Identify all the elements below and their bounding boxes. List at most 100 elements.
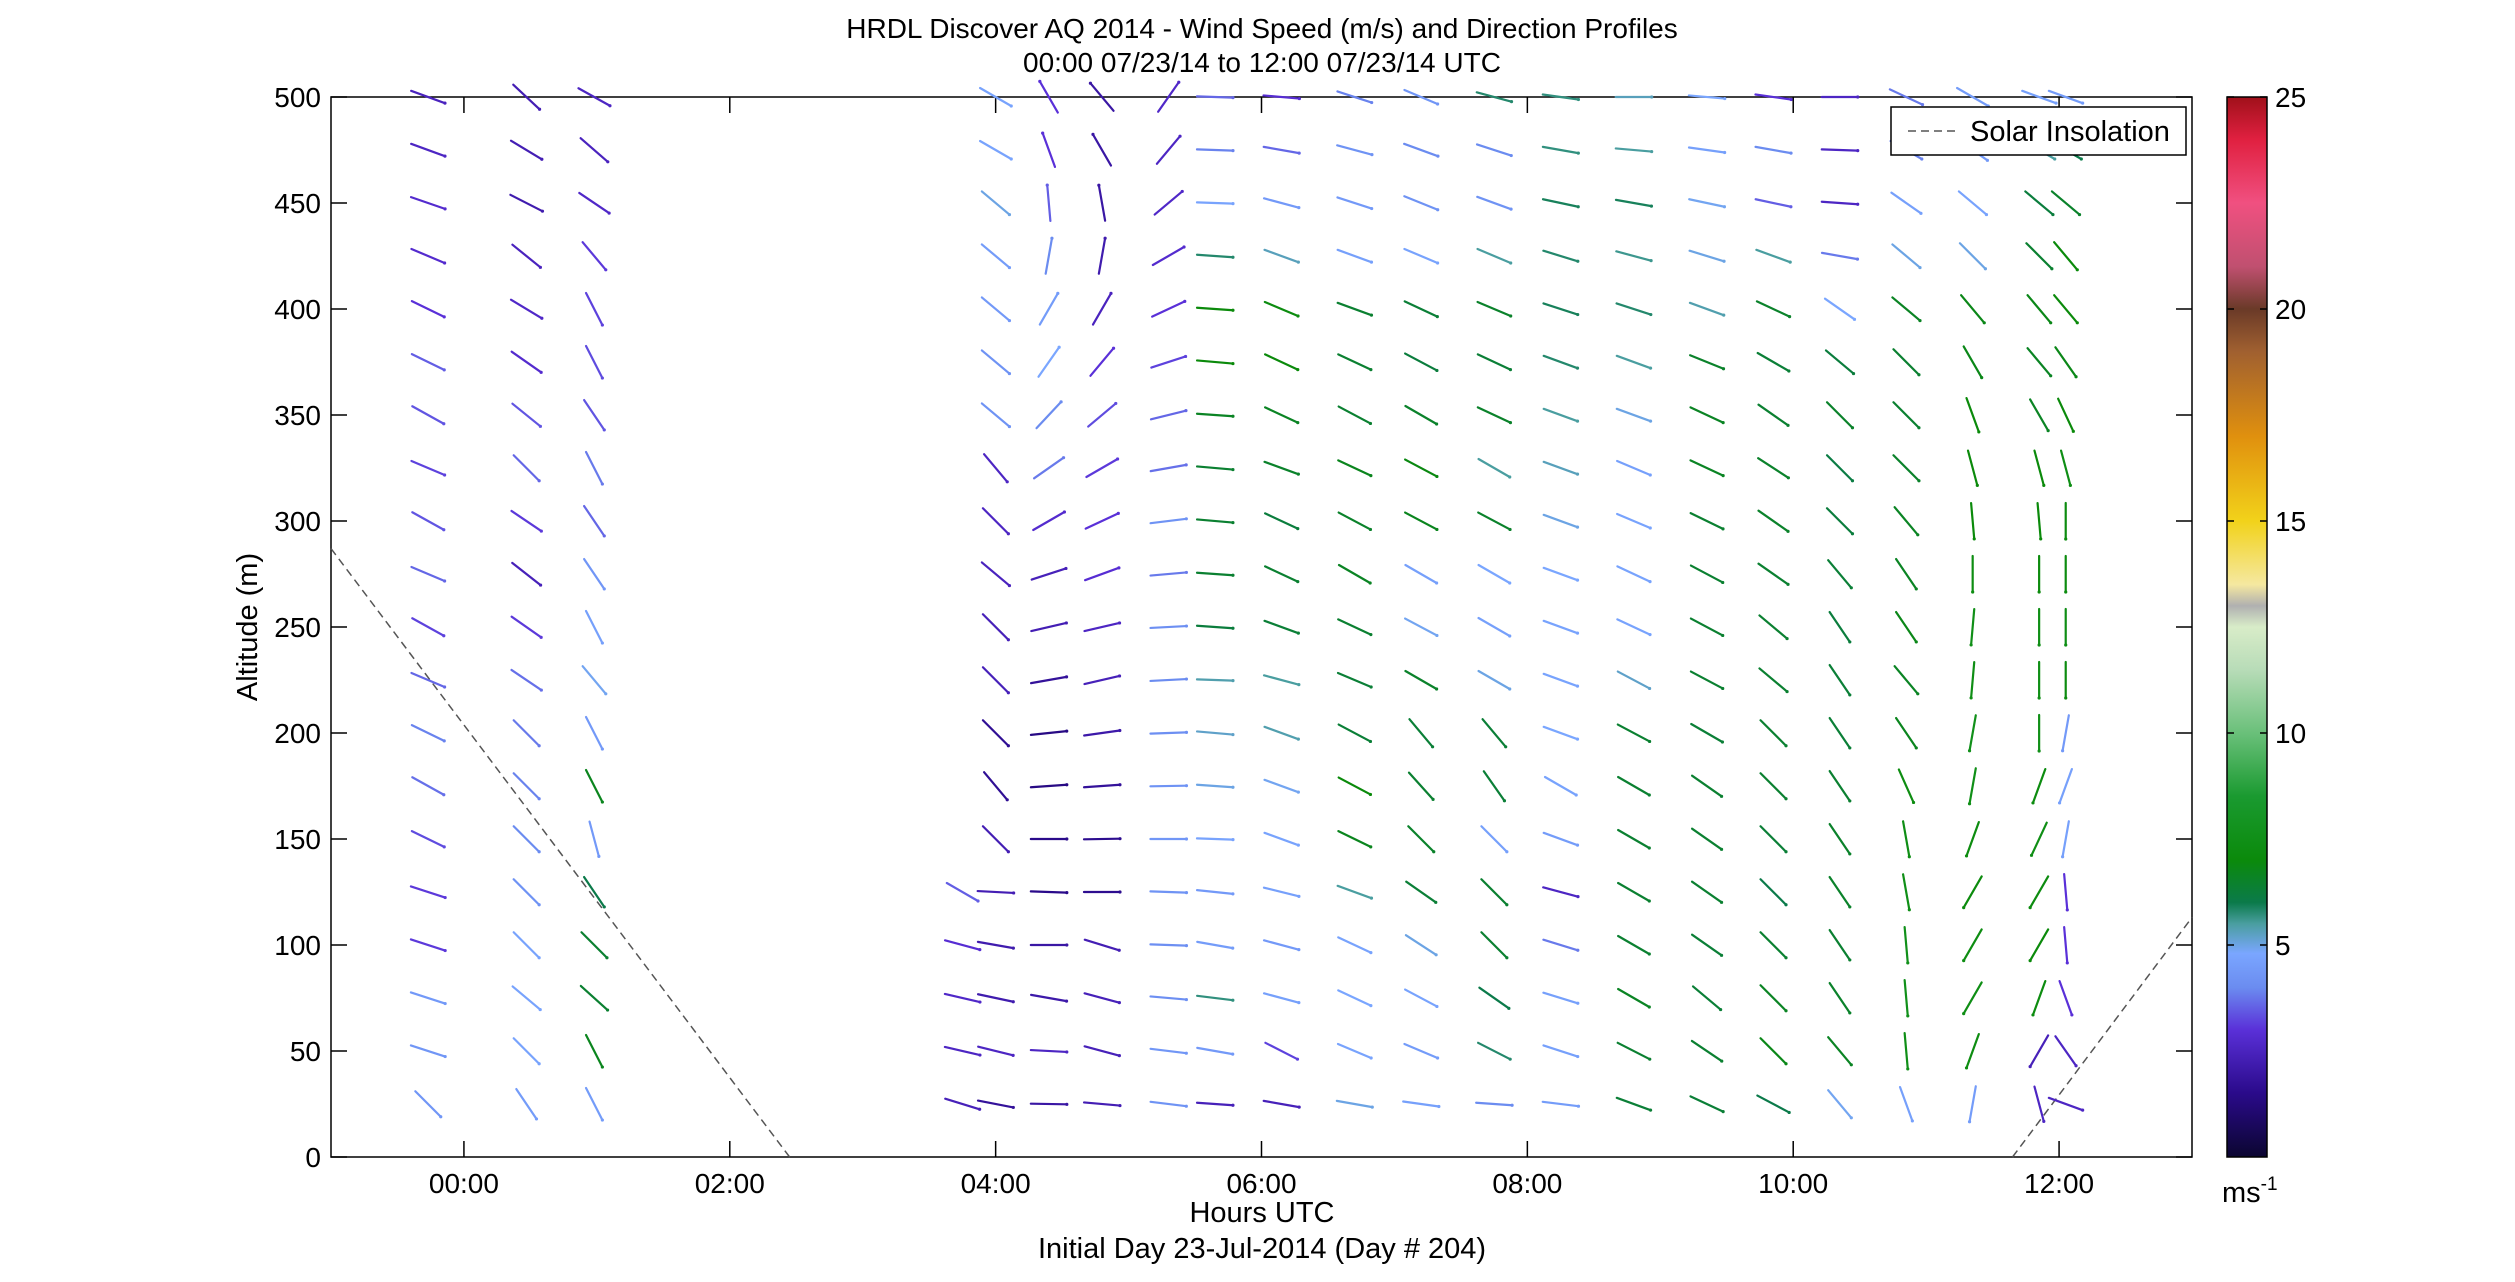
wind-vector-head [1117,566,1121,570]
wind-vector-head [1435,1056,1440,1060]
wind-vector [1542,938,1579,952]
wind-vector [1820,148,1859,152]
y-tick-label: 100 [274,930,321,961]
wind-vector [1477,511,1512,531]
wind-vector [2054,346,2078,378]
wind-vector-head [1297,894,1301,898]
wind-vector-head [1856,95,1860,99]
wind-vector-head [1910,1119,1914,1123]
wind-vector [584,1086,604,1122]
wind-vector-head [1575,578,1580,582]
wind-vector [1037,346,1061,378]
wind-vector-head [1849,1116,1853,1120]
wind-vector-head [1088,81,1093,85]
wind-vector-head [1369,896,1374,900]
wind-vector-head [1369,1004,1373,1008]
wind-vector-head [1184,1104,1188,1108]
wind-vector-head [1184,1051,1188,1055]
wind-vector-head [1786,529,1790,533]
wind-vector [1543,775,1578,797]
wind-vector [943,939,981,951]
wind-vector [1542,886,1580,898]
wind-vector-head [1369,845,1373,849]
wind-vector [2053,294,2079,324]
wind-vector [1616,723,1651,743]
wind-vector [1823,297,1856,321]
wind-vector-head [1369,951,1373,955]
wind-vector [1890,191,1923,215]
wind-vector [1616,670,1651,690]
wind-vector-head [1065,1050,1069,1054]
wind-vector-head [1184,517,1188,521]
wind-vector-head [1648,473,1652,477]
wind-vector-head [539,635,543,639]
wind-vector-head [1848,1011,1852,1015]
wind-vector [1402,142,1440,158]
wind-vector [1149,463,1188,473]
wind-vector [1755,248,1792,264]
wind-vector-head [1007,265,1012,270]
wind-vector [1404,988,1439,1008]
wind-vector [1687,94,1726,100]
wind-vector [1757,509,1790,533]
wind-vector [1477,563,1511,585]
wind-vector-head [1918,265,1922,270]
wind-vector [1264,512,1299,530]
wind-vector-head [1508,527,1512,532]
wind-vector [1477,616,1511,638]
wind-vector [1828,716,1851,750]
wind-vector [512,719,541,747]
wind-vector [1196,994,1234,1002]
wind-vector-head [1784,797,1788,801]
y-tick-label: 300 [274,506,321,537]
wind-vector [2026,347,2052,377]
wind-vector [1029,783,1068,789]
wind-vector [584,450,604,486]
wind-vector [578,191,611,215]
wind-vector [1336,90,1373,104]
wind-vector-head [442,315,446,319]
wind-vector-head [1784,956,1788,960]
wind-vector-head [600,1118,604,1122]
wind-vector [1035,400,1063,430]
wind-vector-head [1856,202,1860,206]
wind-vector [1827,1036,1853,1066]
wind-vector [1262,145,1301,155]
wind-vector [414,1090,442,1118]
wind-vector-head [1848,640,1852,644]
wind-vector [1083,566,1121,582]
wind-vector-head [1005,480,1009,484]
wind-vector-head [443,579,447,583]
wind-vector-head [1435,687,1439,691]
wind-vector-head [978,1107,982,1111]
y-tick-label: 0 [305,1142,321,1173]
wind-vector-head [1231,626,1235,630]
wind-vector [1029,1048,1068,1054]
wind-vector-head [1509,100,1514,104]
wind-vector [1032,456,1065,480]
wind-vector [583,875,606,909]
wind-vector-head [1719,794,1724,798]
wind-vector-head [2049,321,2053,325]
wind-vector [1541,145,1580,155]
wind-vector-head [2031,1013,2035,1017]
wind-vector-head [1576,895,1580,899]
wind-vector [976,889,1015,895]
wind-vector [1687,146,1726,154]
wind-vector [1542,619,1579,635]
wind-vector [1264,353,1299,371]
wind-vector-head [1719,900,1724,904]
wind-vector [1262,94,1301,100]
wind-vector [1962,928,1983,962]
wind-vector [1263,725,1300,741]
colorbar-tick-label: 10 [2275,718,2306,749]
wind-vector-head [1575,843,1580,847]
wind-vector-head [602,587,606,591]
wind-vector [410,459,446,477]
wind-vector-head [1848,693,1852,697]
wind-vector-head [1368,792,1373,797]
wind-vector [944,1097,981,1111]
colorbar-tick-label: 15 [2275,506,2306,537]
wind-vector-head [2037,590,2041,594]
wind-vector [1337,459,1372,477]
